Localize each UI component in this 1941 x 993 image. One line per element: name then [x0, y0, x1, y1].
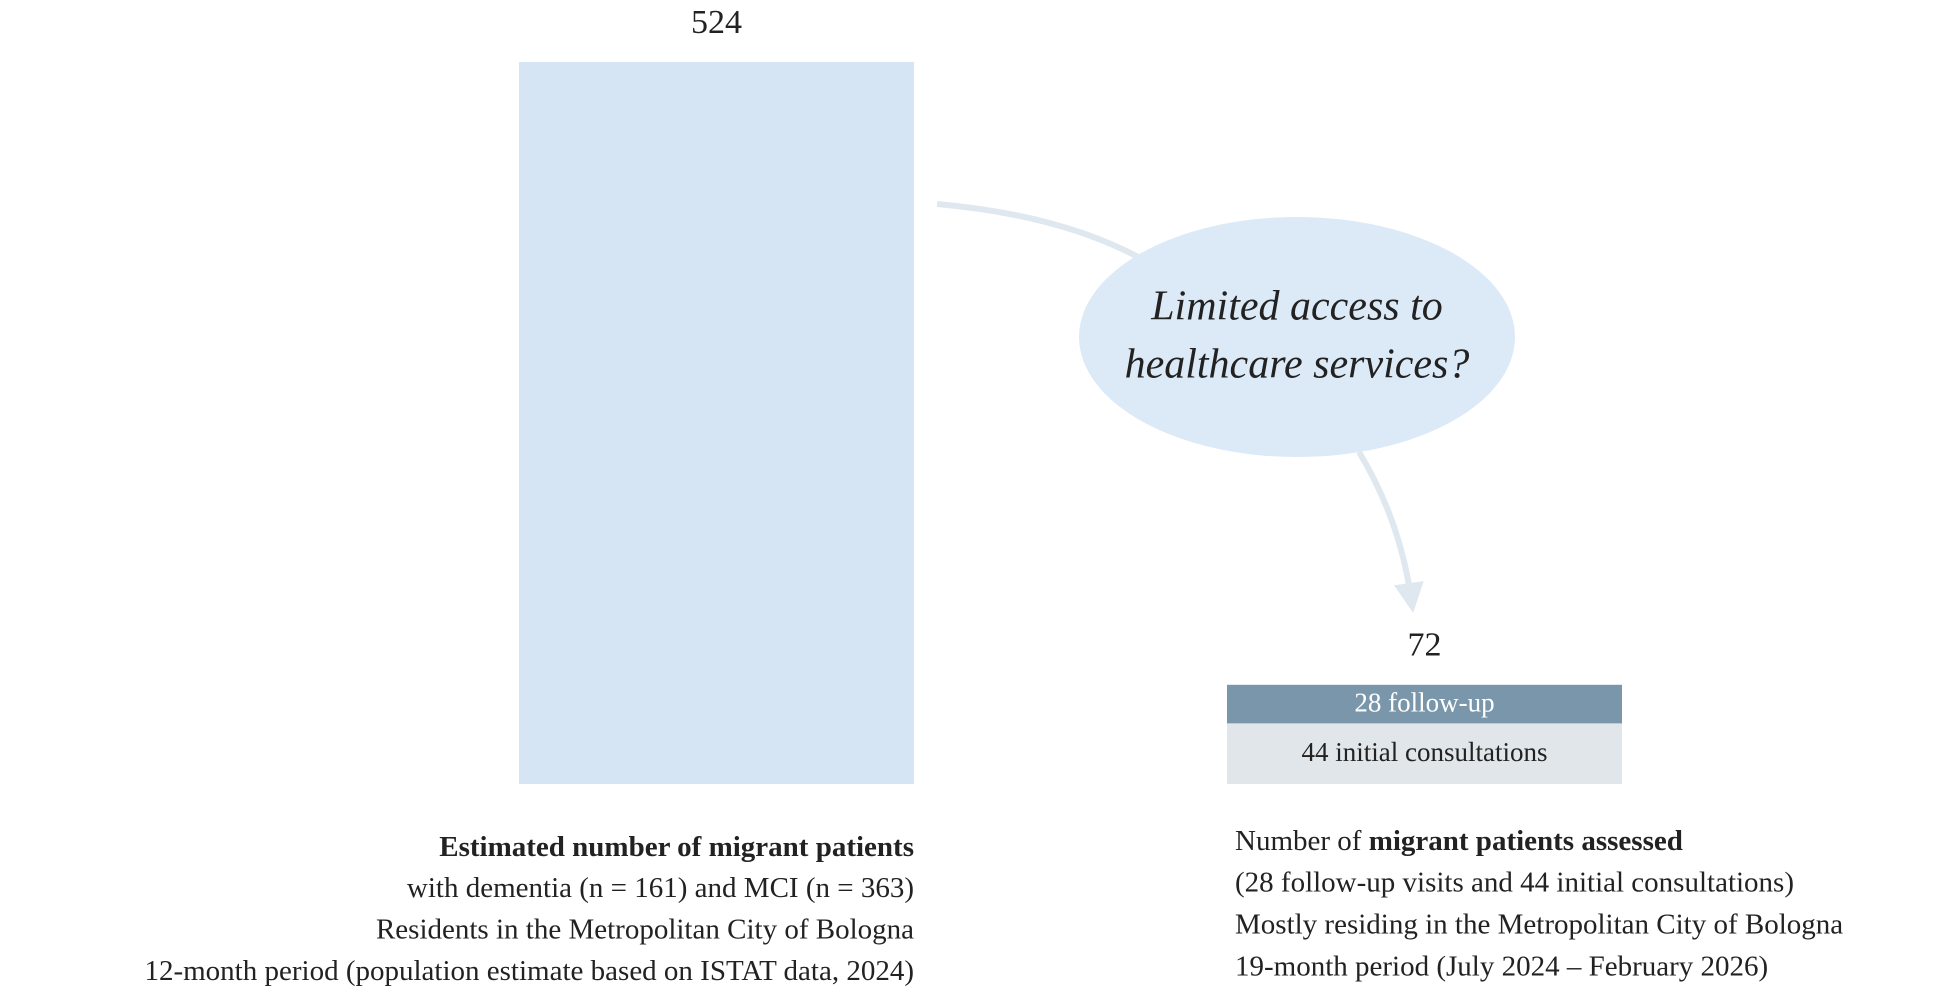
- connector: [936, 201, 1142, 261]
- value-label: 524: [691, 4, 742, 41]
- bar: [519, 62, 914, 784]
- bar-segment: [1227, 684, 1622, 724]
- caption-lead: Number of: [1235, 825, 1369, 857]
- caption-title: Number of migrant patients assessed: [1235, 825, 1683, 857]
- segment-label: 44 initial consultations: [1302, 737, 1548, 767]
- value-label: 72: [1408, 627, 1442, 664]
- caption-title: Estimated number of migrant patients: [439, 831, 914, 863]
- caption-line: with dementia (n = 161) and MCI (n = 363…: [407, 872, 914, 904]
- caption-line: 19-month period (July 2024 – February 20…: [1235, 951, 1768, 983]
- caption-line: Residents in the Metropolitan City of Bo…: [376, 914, 914, 946]
- annotation-bubble: [1079, 217, 1515, 457]
- caption-line: 12-month period (population estimate bas…: [144, 955, 914, 987]
- caption-line: (28 follow-up visits and 44 initial cons…: [1235, 867, 1794, 899]
- annotation: healthcare services?: [1125, 342, 1470, 388]
- segment-label: 28 follow-up: [1354, 687, 1494, 717]
- caption-bold: Estimated number of migrant patients: [439, 831, 914, 863]
- arrow: [1356, 450, 1424, 613]
- caption-line: Mostly residing in the Metropolitan City…: [1235, 909, 1843, 941]
- bar-segment: [1227, 723, 1622, 784]
- annotation: Limited access to: [1150, 284, 1443, 330]
- caption-bold: migrant patients assessed: [1369, 825, 1683, 857]
